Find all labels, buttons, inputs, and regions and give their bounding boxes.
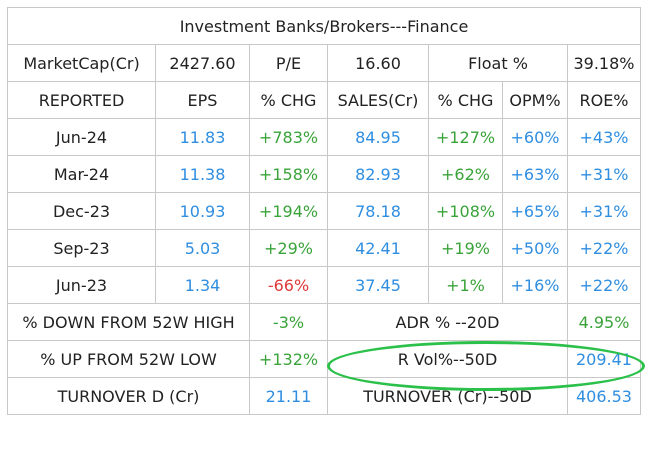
header-opm: OPM% (502, 81, 568, 119)
turnover-d-value: 21.11 (249, 377, 328, 415)
roe-cell: +22% (567, 266, 641, 304)
roe-cell: +31% (567, 155, 641, 193)
sales-chg-cell: +62% (428, 155, 503, 193)
sales-cell: 84.95 (327, 118, 429, 156)
rvol-label: R Vol%--50D (327, 340, 568, 378)
table-row: Sep-23 5.03 +29% 42.41 +19% +50% +22% (7, 229, 641, 267)
reported-cell: Sep-23 (7, 229, 156, 267)
turnover-50d-label: TURNOVER (Cr)--50D (327, 377, 568, 415)
fundamentals-panel: Investment Banks/Brokers---Finance Marke… (7, 7, 641, 415)
marketcap-value: 2427.60 (155, 44, 250, 82)
header-roe: ROE% (567, 81, 641, 119)
turnover-d-label: TURNOVER D (Cr) (7, 377, 250, 415)
down-from-52w-high-value: -3% (249, 303, 328, 341)
marketcap-label: MarketCap(Cr) (7, 44, 156, 82)
eps-cell: 11.38 (155, 155, 250, 193)
opm-cell: +16% (502, 266, 568, 304)
sales-chg-cell: +108% (428, 192, 503, 230)
sales-chg-cell: +19% (428, 229, 503, 267)
sales-cell: 82.93 (327, 155, 429, 193)
table-row: Mar-24 11.38 +158% 82.93 +62% +63% +31% (7, 155, 641, 193)
roe-cell: +43% (567, 118, 641, 156)
up-from-52w-low-label: % UP FROM 52W LOW (7, 340, 250, 378)
sector-title: Investment Banks/Brokers---Finance (7, 7, 641, 45)
eps-cell: 1.34 (155, 266, 250, 304)
pe-value: 16.60 (327, 44, 429, 82)
table-row: Jun-24 11.83 +783% 84.95 +127% +60% +43% (7, 118, 641, 156)
table-row: Dec-23 10.93 +194% 78.18 +108% +65% +31% (7, 192, 641, 230)
adr-value: 4.95% (567, 303, 641, 341)
header-eps: EPS (155, 81, 250, 119)
stats-row-52w-high: % DOWN FROM 52W HIGH -3% ADR % --20D 4.9… (7, 303, 641, 341)
roe-cell: +31% (567, 192, 641, 230)
eps-chg-cell: +29% (249, 229, 328, 267)
fundamentals-table: Investment Banks/Brokers---Finance Marke… (7, 7, 641, 415)
float-label: Float % (428, 44, 568, 82)
float-value: 39.18% (567, 44, 641, 82)
roe-cell: +22% (567, 229, 641, 267)
sales-cell: 37.45 (327, 266, 429, 304)
eps-cell: 11.83 (155, 118, 250, 156)
sales-cell: 42.41 (327, 229, 429, 267)
stats-row-52w-low: % UP FROM 52W LOW +132% R Vol%--50D 209.… (7, 340, 641, 378)
opm-cell: +65% (502, 192, 568, 230)
eps-cell: 10.93 (155, 192, 250, 230)
sales-chg-cell: +1% (428, 266, 503, 304)
opm-cell: +63% (502, 155, 568, 193)
title-row: Investment Banks/Brokers---Finance (7, 7, 641, 45)
eps-chg-cell: -66% (249, 266, 328, 304)
eps-chg-cell: +194% (249, 192, 328, 230)
header-sales: SALES(Cr) (327, 81, 429, 119)
reported-cell: Jun-23 (7, 266, 156, 304)
stats-row-turnover: TURNOVER D (Cr) 21.11 TURNOVER (Cr)--50D… (7, 377, 641, 415)
eps-chg-cell: +158% (249, 155, 328, 193)
header-row: REPORTED EPS % CHG SALES(Cr) % CHG OPM% … (7, 81, 641, 119)
opm-cell: +60% (502, 118, 568, 156)
eps-chg-cell: +783% (249, 118, 328, 156)
reported-cell: Mar-24 (7, 155, 156, 193)
sales-chg-cell: +127% (428, 118, 503, 156)
pe-label: P/E (249, 44, 328, 82)
rvol-value: 209.41 (567, 340, 641, 378)
header-eps-chg: % CHG (249, 81, 328, 119)
eps-cell: 5.03 (155, 229, 250, 267)
summary-row: MarketCap(Cr) 2427.60 P/E 16.60 Float % … (7, 44, 641, 82)
adr-label: ADR % --20D (327, 303, 568, 341)
reported-cell: Jun-24 (7, 118, 156, 156)
header-sales-chg: % CHG (428, 81, 503, 119)
turnover-50d-value: 406.53 (567, 377, 641, 415)
reported-cell: Dec-23 (7, 192, 156, 230)
down-from-52w-high-label: % DOWN FROM 52W HIGH (7, 303, 250, 341)
header-reported: REPORTED (7, 81, 156, 119)
opm-cell: +50% (502, 229, 568, 267)
table-row: Jun-23 1.34 -66% 37.45 +1% +16% +22% (7, 266, 641, 304)
sales-cell: 78.18 (327, 192, 429, 230)
up-from-52w-low-value: +132% (249, 340, 328, 378)
